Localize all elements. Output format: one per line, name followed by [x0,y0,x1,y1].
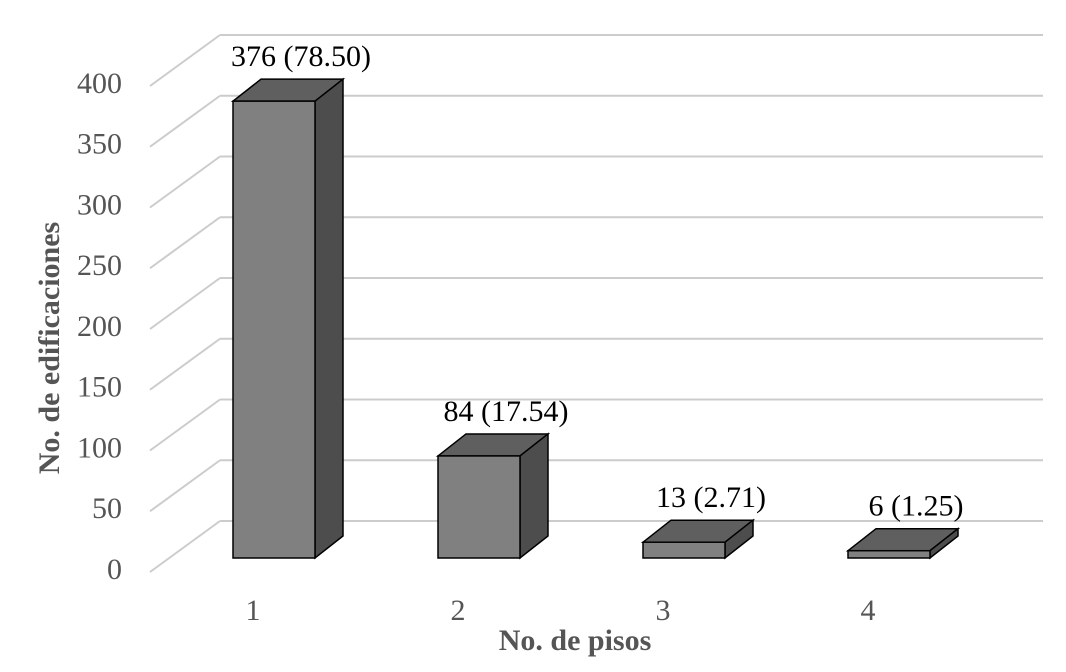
bar [232,100,316,559]
grid-line [149,459,221,513]
x-tick-label: 1 [246,594,261,627]
bar-side [314,77,344,560]
y-axis-title: No. de edificaciones [33,222,66,474]
y-tick-label: 100 [77,431,122,464]
data-label: 84 (17.54) [444,395,569,428]
grid-line [149,277,221,330]
x-tick-label: 2 [451,594,466,627]
grid-line [149,398,221,452]
x-axis-title: No. de pisos [499,624,652,657]
data-label: 6 (1.25) [869,490,964,523]
y-tick-label: 200 [77,310,122,343]
grid-line [149,155,221,209]
bar [642,541,726,559]
y-tick-label: 300 [77,188,122,221]
data-label: 376 (78.50) [231,40,371,73]
x-tick-label: 3 [656,594,671,627]
grid-line [149,337,221,391]
grid-line [149,34,221,87]
y-tick-label: 150 [77,371,122,404]
x-tick-label: 4 [861,594,876,627]
grid-line [149,520,221,573]
bar-side [519,432,549,560]
grid-line [149,216,221,270]
grid-line [149,94,221,148]
y-tick-label: 0 [107,553,122,586]
bar [847,549,931,559]
data-label: 13 (2.71) [656,481,766,514]
y-tick-label: 50 [92,492,122,525]
bar [437,455,521,559]
y-tick-label: 350 [77,128,122,161]
y-tick-label: 400 [77,67,122,100]
y-tick-label: 250 [77,249,122,282]
